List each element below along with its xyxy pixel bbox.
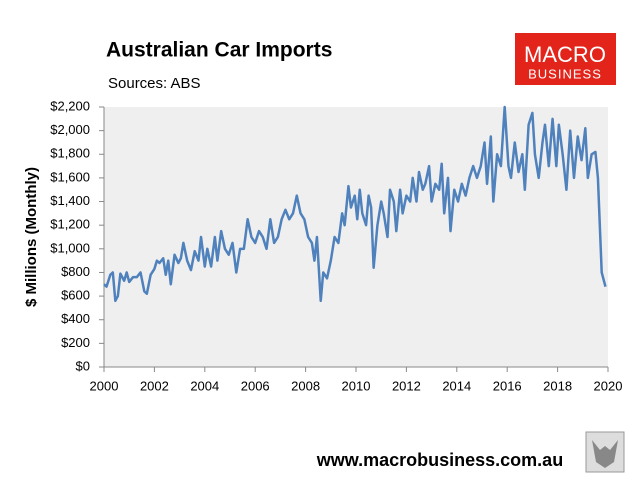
y-axis-label: $ Millions (Monthly) — [23, 167, 40, 307]
wolf-icon-shape — [592, 440, 618, 468]
x-tick-label: 2002 — [140, 378, 169, 393]
x-tick-label: 2010 — [342, 378, 371, 393]
logo-box — [515, 33, 616, 85]
y-tick-label: $1,200 — [50, 217, 90, 232]
y-tick-label: $2,200 — [50, 98, 90, 113]
x-tick-label: 2006 — [241, 378, 270, 393]
x-tick-label: 2004 — [190, 378, 219, 393]
chart-subtitle: Sources: ABS — [108, 75, 201, 92]
y-tick-label: $1,400 — [50, 193, 90, 208]
y-tick-label: $1,800 — [50, 146, 90, 161]
x-tick-label: 2000 — [90, 378, 119, 393]
y-tick-label: $200 — [61, 335, 90, 350]
y-tick-label: $0 — [76, 358, 90, 373]
logo-text: MACRO — [524, 42, 606, 67]
x-tick-label: 2014 — [442, 378, 471, 393]
x-tick-label: 2008 — [291, 378, 320, 393]
x-tick-label: 2016 — [493, 378, 522, 393]
chart-title: Australian Car Imports — [106, 39, 332, 62]
x-tick-label: 2012 — [392, 378, 421, 393]
y-tick-label: $600 — [61, 288, 90, 303]
x-tick-label: 2020 — [594, 378, 623, 393]
y-tick-label: $1,000 — [50, 240, 90, 255]
data-line — [103, 105, 607, 303]
logo-text: BUSINESS — [528, 66, 602, 81]
x-tick-label: 2018 — [543, 378, 572, 393]
y-tick-label: $1,600 — [50, 169, 90, 184]
y-tick-label: $400 — [61, 311, 90, 326]
y-tick-label: $2,000 — [50, 122, 90, 137]
y-tick-label: $800 — [61, 264, 90, 279]
plot-area — [104, 107, 608, 367]
footer: www.macrobusiness.com.au — [316, 450, 563, 470]
